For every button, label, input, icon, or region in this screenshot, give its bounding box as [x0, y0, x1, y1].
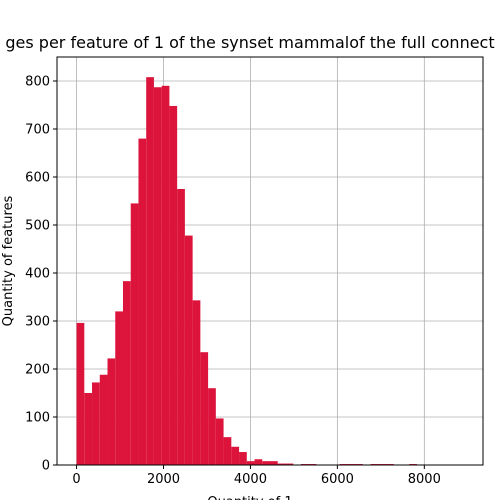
bar [215, 418, 224, 465]
y-tick-label: 500 [25, 219, 50, 234]
x-tick-label: 0 [72, 472, 80, 487]
bar [254, 459, 263, 465]
bar [122, 281, 131, 465]
chart-title: ges per feature of 1 of the synset mamma… [5, 33, 494, 52]
bar [184, 235, 193, 465]
bar [231, 446, 240, 465]
x-tick-label: 8000 [408, 472, 441, 487]
bar [177, 189, 185, 465]
bar [223, 437, 232, 465]
bar [192, 300, 201, 465]
bar [208, 388, 216, 465]
x-tick-label: 4000 [234, 472, 267, 487]
bar [146, 77, 154, 465]
bar [107, 358, 116, 465]
bar [239, 452, 247, 465]
bar [246, 461, 255, 465]
y-tick-label: 800 [25, 75, 50, 90]
bar [200, 352, 209, 465]
bar [84, 393, 93, 465]
bar [99, 374, 108, 465]
bar [130, 203, 139, 465]
bar [161, 85, 170, 466]
y-tick-label: 200 [25, 363, 50, 378]
y-tick-label: 0 [42, 459, 50, 474]
bar [285, 463, 294, 465]
y-tick-label: 700 [25, 123, 50, 138]
bar [76, 322, 85, 465]
y-tick-label: 100 [25, 411, 50, 426]
bar [115, 311, 123, 465]
bar [138, 138, 147, 465]
y-tick-label: 600 [25, 171, 50, 186]
bar [277, 463, 286, 465]
bar [92, 382, 100, 465]
bar [153, 87, 162, 466]
plot-frame [56, 56, 484, 466]
bar [262, 461, 270, 465]
x-axis-label: Quantity of 1 [207, 495, 292, 500]
y-tick-label: 400 [25, 267, 50, 282]
y-tick-label: 300 [25, 315, 50, 330]
bar [270, 461, 278, 465]
bar [169, 105, 178, 466]
y-axis-label: Quantity of features [1, 195, 16, 326]
x-tick-label: 6000 [321, 472, 354, 487]
x-tick-label: 2000 [147, 472, 180, 487]
